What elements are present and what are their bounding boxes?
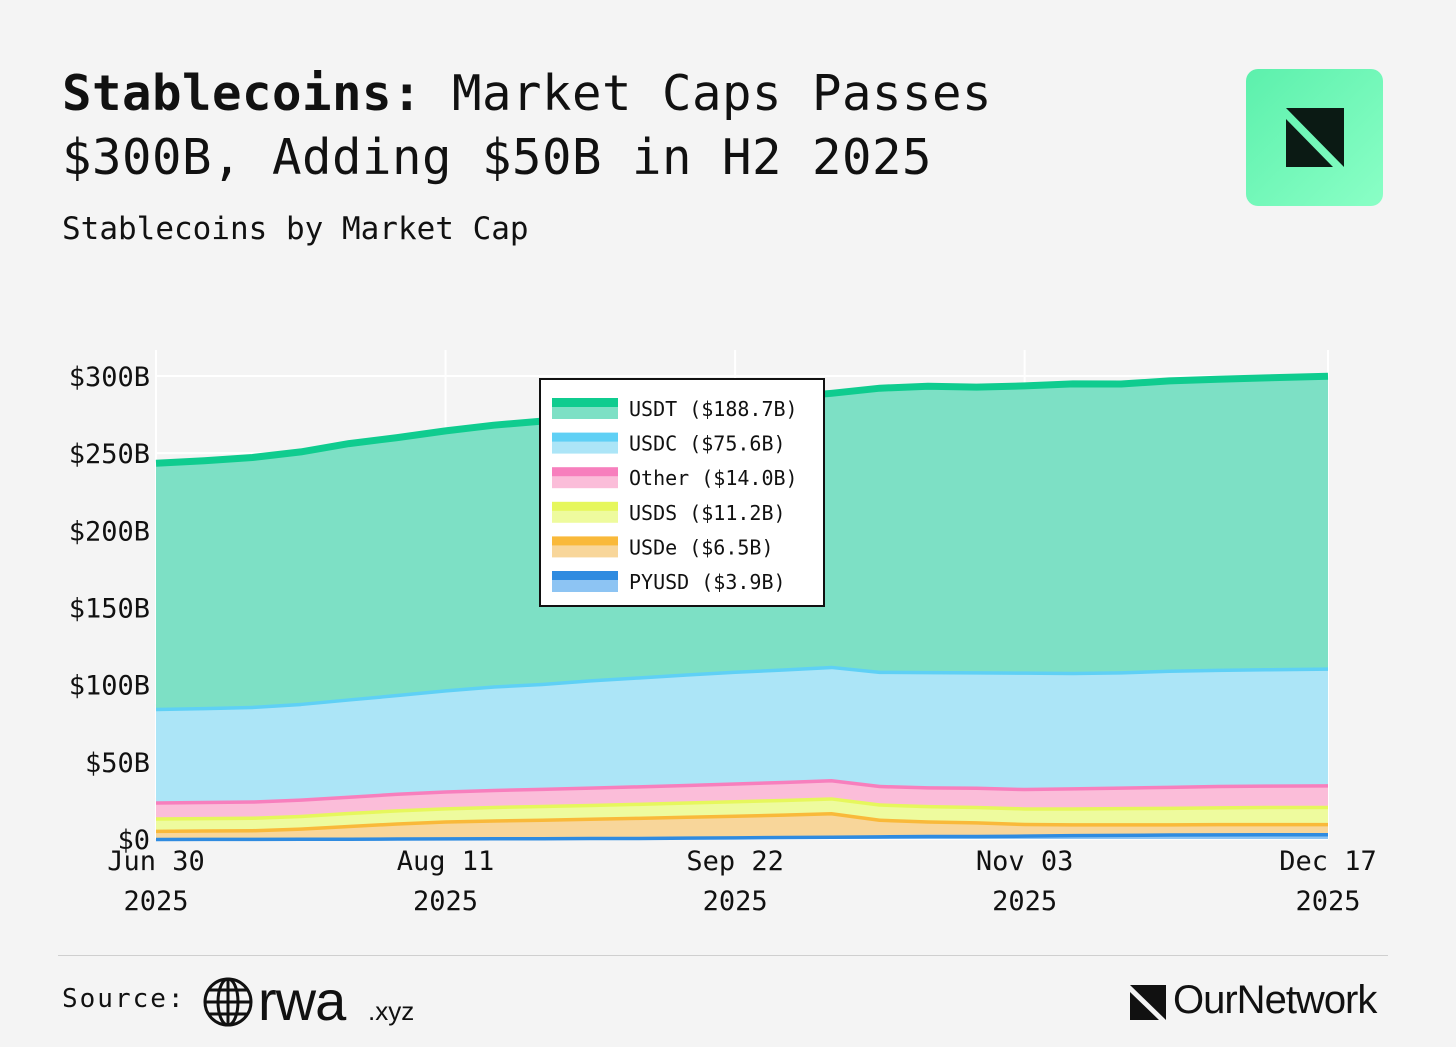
y-tick-label: $300B	[69, 362, 150, 393]
x-tick-label: 2025	[703, 886, 768, 917]
x-tick-label: Sep 22	[686, 846, 784, 877]
legend-item-usdc: USDC ($75.6B)	[552, 432, 786, 456]
y-tick-label: $200B	[69, 516, 150, 547]
legend-item-usds: USDS ($11.2B)	[552, 501, 786, 525]
y-tick-label: $0	[117, 825, 150, 856]
source-ext: .xyz	[368, 996, 415, 1026]
area-usde	[156, 812, 1328, 838]
legend-swatch-fill	[552, 543, 618, 558]
legend-swatch-line	[552, 501, 618, 511]
source-name: rwa	[258, 969, 346, 1032]
stacked-area-chart: $0 $50B $100B $150B $200B $250B $300B Jun 30 202…	[69, 350, 1377, 917]
x-tick-label: Jun 30	[107, 846, 205, 877]
legend-swatch-line	[552, 571, 618, 580]
legend-swatch-fill	[552, 508, 618, 523]
ournetwork-logo-icon	[1130, 985, 1166, 1020]
legend-swatch-line	[552, 536, 618, 546]
legend-item-pyusd: PYUSD ($3.9B)	[552, 570, 786, 594]
legend-item-usde: USDe ($6.5B)	[552, 535, 774, 559]
brand-name: OurNetwork	[1173, 978, 1377, 1022]
chart-title: Stablecoins: Market Caps Passes $300B, A…	[62, 62, 1182, 190]
legend-swatch-fill	[552, 578, 618, 592]
y-tick-label: $250B	[69, 439, 150, 470]
legend-item-other: Other ($14.0B)	[552, 466, 798, 490]
source-label: Source:	[62, 984, 186, 1014]
legend-swatch-line	[552, 432, 618, 442]
legend-item-usdt: USDT ($188.7B)	[552, 397, 798, 421]
x-tick-label: Dec 17	[1279, 846, 1377, 877]
title-lead: Stablecoins:	[62, 65, 423, 122]
y-tick-label: $50B	[85, 748, 150, 779]
legend-swatch-line	[552, 398, 618, 407]
y-tick-label: $100B	[69, 671, 150, 702]
x-tick-label: 2025	[413, 886, 478, 917]
area-usds	[156, 797, 1328, 830]
y-tick-label: $150B	[69, 594, 150, 625]
legend-swatch-fill	[552, 439, 618, 454]
footer-divider	[58, 955, 1388, 956]
x-tick-label: 2025	[992, 886, 1057, 917]
x-tick-label: Aug 11	[397, 846, 495, 877]
x-tick-label: 2025	[123, 886, 188, 917]
legend-label: USDe ($6.5B)	[629, 535, 774, 559]
x-tick-label: Nov 03	[976, 846, 1074, 877]
legend-swatch-fill	[552, 405, 618, 419]
ournetwork-logo-icon	[1246, 69, 1383, 206]
legend-label: USDC ($75.6B)	[629, 432, 786, 456]
legend-label: USDT ($188.7B)	[629, 397, 798, 421]
x-tick-label: 2025	[1295, 886, 1360, 917]
chart-subtitle: Stablecoins by Market Cap	[62, 211, 529, 247]
legend-label: Other ($14.0B)	[629, 466, 798, 490]
globe-icon	[203, 977, 253, 1027]
legend: USDT ($188.7B) USDC ($75.6B) Other ($14.0B…	[539, 378, 825, 607]
legend-swatch-fill	[552, 474, 618, 489]
area-usdc	[156, 665, 1328, 802]
legend-swatch-line	[552, 467, 618, 477]
legend-label: PYUSD ($3.9B)	[629, 570, 786, 594]
title-rest: Market Caps Passes $300B, Adding $50B in…	[62, 65, 993, 186]
axes: $0 $50B $100B $150B $200B $250B $300B Jun 30 202…	[69, 362, 1377, 917]
legend-label: USDS ($11.2B)	[629, 501, 786, 525]
